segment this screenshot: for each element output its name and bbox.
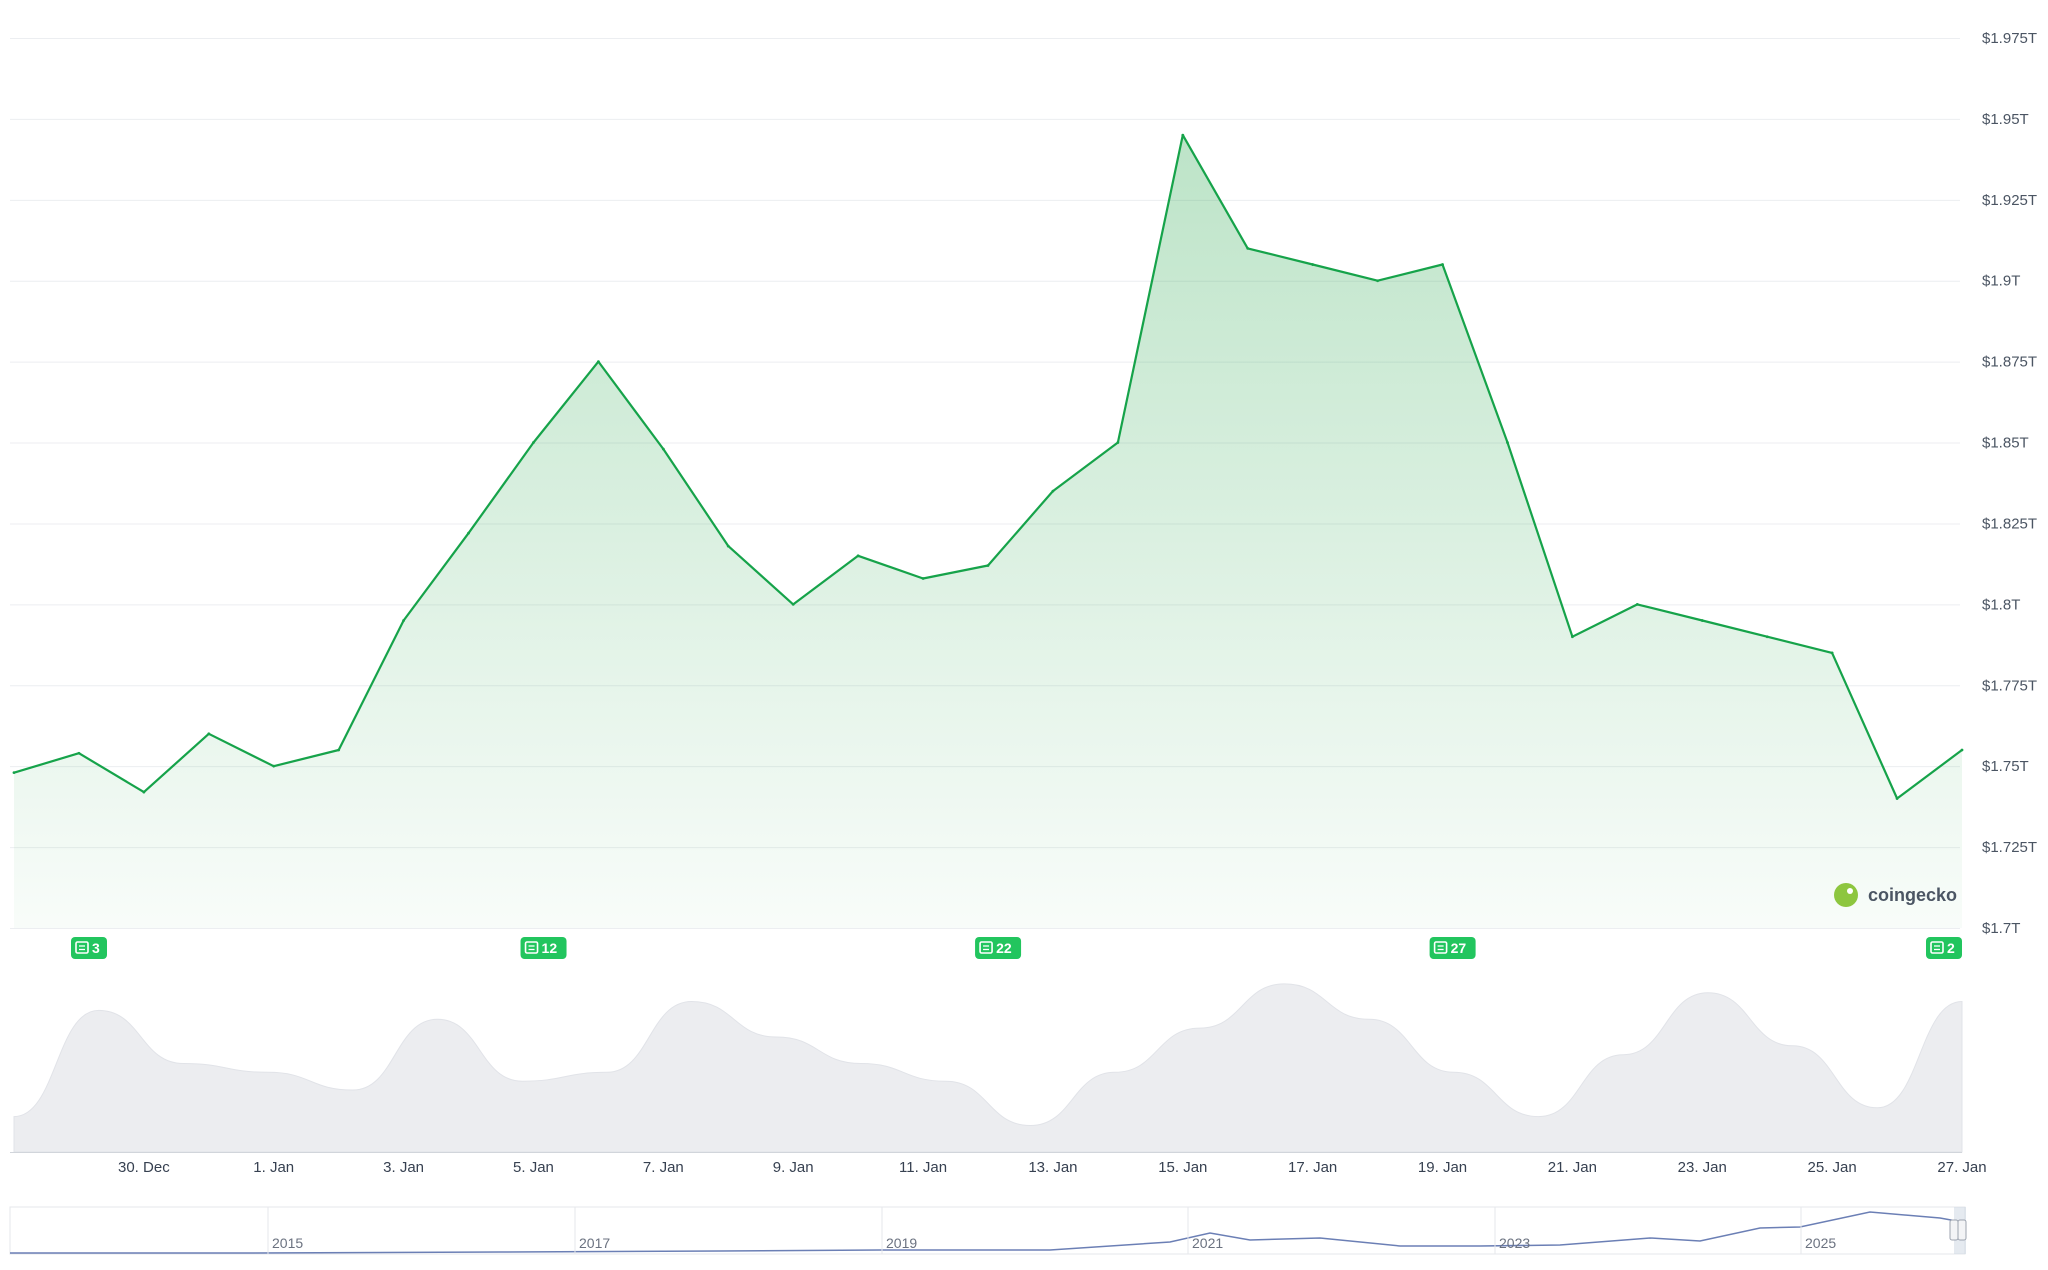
watermark-text: coingecko <box>1868 885 1957 905</box>
y-tick-label: $1.8T <box>1982 596 2020 613</box>
data-point <box>661 447 665 451</box>
news-count: 3 <box>92 940 100 956</box>
data-point <box>1895 797 1899 800</box>
news-icon <box>979 941 993 954</box>
news-count: 2 <box>1947 940 1955 956</box>
news-marker[interactable]: 27 <box>1429 937 1476 959</box>
navigator-tick-label: 2023 <box>1499 1235 1530 1251</box>
navigator-tick-label: 2021 <box>1192 1235 1223 1251</box>
data-point <box>726 544 730 548</box>
data-point <box>532 441 535 444</box>
data-point <box>1441 263 1444 266</box>
y-tick-label: $1.725T <box>1982 839 2037 856</box>
navigator-line <box>10 1211 1963 1254</box>
x-tick-label: 3. Jan <box>383 1159 424 1176</box>
x-axis: 30. Dec 1. Jan 3. Jan 5. Jan 7. Jan 9. Jan 11.… <box>10 1152 1987 1176</box>
data-point <box>856 554 860 558</box>
x-tick-label: 7. Jan <box>643 1159 684 1176</box>
coingecko-watermark: coingecko <box>1834 883 1957 907</box>
data-points <box>12 133 1964 800</box>
news-icon <box>75 941 89 954</box>
data-point <box>1765 635 1769 639</box>
gecko-logo-eye <box>1847 888 1853 894</box>
y-tick-label: $1.95T <box>1982 111 2029 128</box>
navigator-handle[interactable] <box>1949 1219 1959 1241</box>
data-point <box>1960 748 1964 752</box>
data-point <box>1830 651 1834 655</box>
x-tick-label: 21. Jan <box>1548 1159 1597 1176</box>
volume-fill <box>13 983 1963 1153</box>
y-tick-label: $1.775T <box>1982 677 2037 694</box>
x-tick-label: 19. Jan <box>1418 1159 1467 1176</box>
data-point <box>1700 619 1704 622</box>
data-point <box>1635 602 1639 606</box>
y-tick-label: $1.975T <box>1982 30 2037 47</box>
y-tick-label: $1.85T <box>1982 435 2029 452</box>
data-point <box>1376 279 1379 283</box>
navigator-trend-line <box>10 1211 1963 1254</box>
data-point <box>597 360 600 364</box>
data-point <box>467 531 470 535</box>
x-tick-label: 15. Jan <box>1158 1159 1207 1176</box>
news-marker[interactable]: 22 <box>975 937 1022 959</box>
news-icon <box>524 941 539 954</box>
x-tick-label: 30. Dec <box>118 1159 170 1176</box>
news-marker[interactable]: 3 <box>71 937 107 959</box>
data-point <box>272 764 276 768</box>
x-tick-label: 9. Jan <box>773 1159 814 1176</box>
data-point <box>1506 441 1509 444</box>
news-markers[interactable]: 3 12 22 27 2 <box>71 937 1962 959</box>
data-point <box>1311 263 1315 266</box>
navigator-tick-label: 2017 <box>579 1235 610 1251</box>
data-point <box>1116 441 1120 444</box>
data-point <box>1181 133 1185 137</box>
navigator-handle-right[interactable] <box>1957 1219 1967 1241</box>
news-marker[interactable]: 12 <box>520 937 567 959</box>
data-point <box>791 602 795 606</box>
data-point <box>1246 246 1250 250</box>
x-tick-label: 25. Jan <box>1808 1159 1857 1176</box>
x-tick-label: 23. Jan <box>1678 1159 1727 1176</box>
y-tick-label: $1.75T <box>1982 758 2029 775</box>
gecko-logo-icon <box>1834 883 1858 907</box>
y-tick-label: $1.925T <box>1982 192 2037 209</box>
price-area-fill <box>14 135 1962 929</box>
news-icon <box>1930 941 1944 954</box>
y-tick-label: $1.9T <box>1982 273 2020 290</box>
data-point <box>921 577 925 580</box>
data-point <box>142 790 146 794</box>
navigator-background <box>9 1206 1966 1255</box>
navigator-ticks: 2015 2017 2019 2021 2023 2025 <box>267 1207 1836 1254</box>
news-marker[interactable]: 2 <box>1926 937 1962 959</box>
data-point <box>1051 489 1055 493</box>
y-tick-label: $1.875T <box>1982 354 2037 371</box>
news-count: 27 <box>1451 940 1467 956</box>
data-point <box>207 732 211 736</box>
data-point <box>337 748 341 752</box>
x-tick-label: 11. Jan <box>899 1159 947 1176</box>
data-point <box>1571 635 1574 639</box>
news-count: 12 <box>542 940 558 956</box>
y-tick-label: $1.7T <box>1982 920 2020 937</box>
x-tick-label: 5. Jan <box>513 1159 554 1176</box>
navigator-tick-label: 2025 <box>1805 1235 1836 1251</box>
news-icon <box>1433 941 1448 954</box>
y-axis: $1.975T $1.95T $1.925T $1.9T $1.875T $1.85T $1… <box>1982 30 2037 937</box>
x-tick-label: 17. Jan <box>1288 1159 1337 1176</box>
data-point <box>986 564 990 567</box>
navigator-tick-label: 2015 <box>272 1235 303 1251</box>
y-tick-label: $1.825T <box>1982 515 2037 532</box>
data-point <box>402 619 405 622</box>
x-tick-label: 1. Jan <box>253 1159 294 1176</box>
x-tick-label: 13. Jan <box>1028 1159 1077 1176</box>
navigator-tick-label: 2019 <box>886 1235 917 1251</box>
data-point <box>12 771 16 775</box>
data-point <box>77 751 81 755</box>
news-count: 22 <box>996 940 1012 956</box>
volume-area <box>13 983 1963 1153</box>
range-navigator[interactable]: 2015 2017 2019 2021 2023 2025 <box>9 1206 1967 1255</box>
price-area <box>14 135 1962 929</box>
x-tick-label: 27. Jan <box>1937 1159 1986 1176</box>
